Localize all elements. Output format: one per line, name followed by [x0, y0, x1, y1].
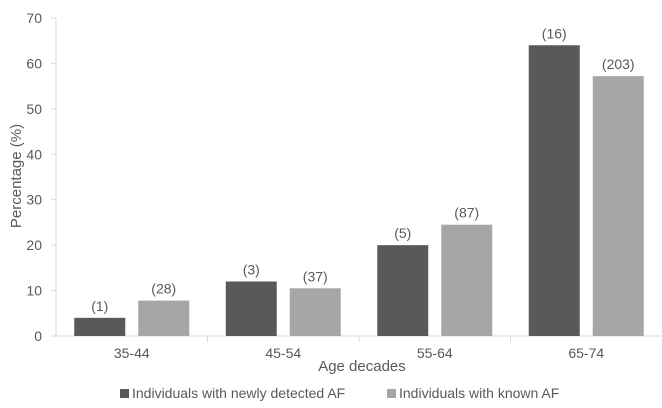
legend-swatch-newly-detected [120, 389, 129, 398]
bars-group [74, 45, 644, 337]
data-labels-group: (1) (28) (3) (37) (5) (87) (16) (203) [91, 25, 634, 314]
data-label: (37) [303, 268, 328, 284]
y-tick-label: 0 [34, 328, 42, 344]
data-label: (28) [151, 281, 176, 297]
legend: Individuals with newly detected AF Indiv… [120, 385, 559, 401]
y-tick-label: 50 [26, 101, 42, 117]
x-tick-label: 65-74 [568, 345, 604, 361]
y-tick-label: 70 [26, 10, 42, 26]
x-axis-title: Age decades [318, 358, 406, 375]
y-tick-label: 10 [26, 283, 42, 299]
x-tick-label: 35-44 [114, 345, 150, 361]
data-label: (16) [542, 25, 567, 41]
x-tick-label: 55-64 [417, 345, 453, 361]
y-tick-label: 20 [26, 237, 42, 253]
x-tick-label: 45-54 [265, 345, 301, 361]
y-tick-label: 30 [26, 192, 42, 208]
y-tick-label: 60 [26, 55, 42, 71]
legend-label-known: Individuals with known AF [399, 385, 559, 401]
axes-group: 0 10 20 30 40 50 60 70 35-44 45-54 55-64 65-74 [26, 10, 662, 361]
y-axis-title: Percentage (%) [8, 124, 25, 228]
data-label: (203) [602, 56, 635, 72]
legend-label-newly-detected: Individuals with newly detected AF [132, 385, 345, 401]
data-label: (87) [454, 205, 479, 221]
bar-known-65-74 [592, 76, 644, 337]
bar-known-35-44 [138, 300, 190, 336]
bar-known-55-64 [441, 224, 493, 336]
y-tick-label: 40 [26, 146, 42, 162]
data-label: (5) [394, 225, 411, 241]
data-label: (1) [91, 298, 108, 314]
data-label: (3) [243, 261, 260, 277]
legend-swatch-known [387, 389, 396, 398]
bar-known-45-54 [289, 288, 341, 336]
bar-newly-detected-55-64 [377, 245, 429, 336]
bar-newly-detected-65-74 [528, 45, 580, 336]
bar-newly-detected-35-44 [74, 317, 126, 336]
bar-newly-detected-45-54 [225, 281, 277, 336]
